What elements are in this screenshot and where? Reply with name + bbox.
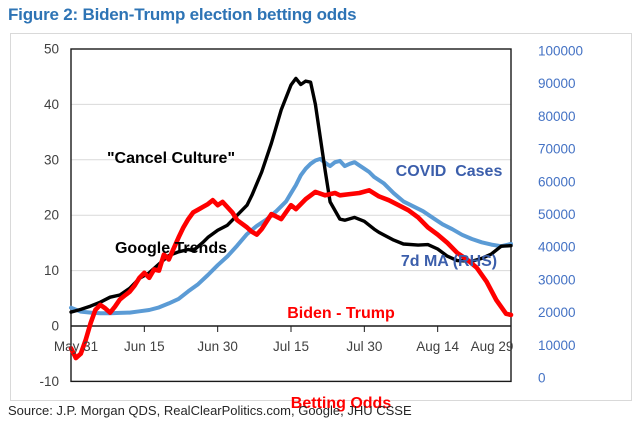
series-line-2 xyxy=(68,188,514,361)
x-axis-label-2: Jun 30 xyxy=(197,339,238,354)
x-axis-label-3: Jul 15 xyxy=(273,339,309,354)
right-axis-label-0: 100000 xyxy=(538,44,583,59)
figure-title: Figure 2: Biden-Trump election betting o… xyxy=(8,5,357,24)
chart-area: 50 40 30 20 10 0 -10 100000 90000 80000 70000 60000… xyxy=(10,33,632,412)
right-axis-label-4: 60000 xyxy=(538,174,576,189)
annotation-google-trends-line1: "Cancel Culture" xyxy=(106,150,236,167)
annotation-covid-cases-line1: COVID Cases xyxy=(395,163,503,180)
left-axis-label-3: 20 xyxy=(44,208,59,223)
chart-plot-svg: 50403020100-1010000090000800007000060000… xyxy=(39,42,583,389)
left-axis-label-5: 0 xyxy=(51,319,59,334)
left-axis-label-4: 10 xyxy=(44,263,59,278)
annotation-betting-odds: Biden - Trump Betting Odds xyxy=(246,239,436,430)
annotation-google-trends: "Cancel Culture" Google Trends xyxy=(66,84,276,324)
left-axis-label-1: 40 xyxy=(44,97,59,112)
right-axis-label-5: 50000 xyxy=(538,207,576,222)
right-axis-label-10: 0 xyxy=(538,371,546,386)
left-axis-label-6: -10 xyxy=(39,374,59,389)
annotation-google-trends-line2: Google Trends xyxy=(114,240,227,257)
x-axis-label-5: Aug 14 xyxy=(416,339,459,354)
right-axis-label-8: 20000 xyxy=(538,305,576,320)
left-axis-label-2: 30 xyxy=(44,152,59,167)
x-axis-label-6: Aug 29 xyxy=(471,339,514,354)
series-line-0 xyxy=(69,156,513,316)
x-axis-label-1: Jun 15 xyxy=(124,339,165,354)
x-axis-label-0: May 31 xyxy=(54,339,98,354)
right-axis-label-3: 70000 xyxy=(538,142,576,157)
right-axis-label-2: 80000 xyxy=(538,109,576,124)
right-axis-label-7: 30000 xyxy=(538,272,576,287)
annotation-covid-cases: COVID Cases 7d MA (RHS) xyxy=(359,97,539,337)
left-axis-label-0: 50 xyxy=(44,42,59,57)
annotation-betting-odds-line1: Biden - Trump xyxy=(287,305,395,322)
x-axis-label-4: Jul 30 xyxy=(346,339,382,354)
annotation-betting-odds-line2: Betting Odds xyxy=(290,395,392,412)
annotation-covid-cases-line2: 7d MA (RHS) xyxy=(400,253,498,270)
right-axis-label-1: 90000 xyxy=(538,76,576,91)
right-axis-label-9: 10000 xyxy=(538,338,576,353)
plot-border xyxy=(70,48,512,383)
source-text: Source: J.P. Morgan QDS, RealClearPoliti… xyxy=(8,403,412,418)
right-axis-label-6: 40000 xyxy=(538,240,576,255)
